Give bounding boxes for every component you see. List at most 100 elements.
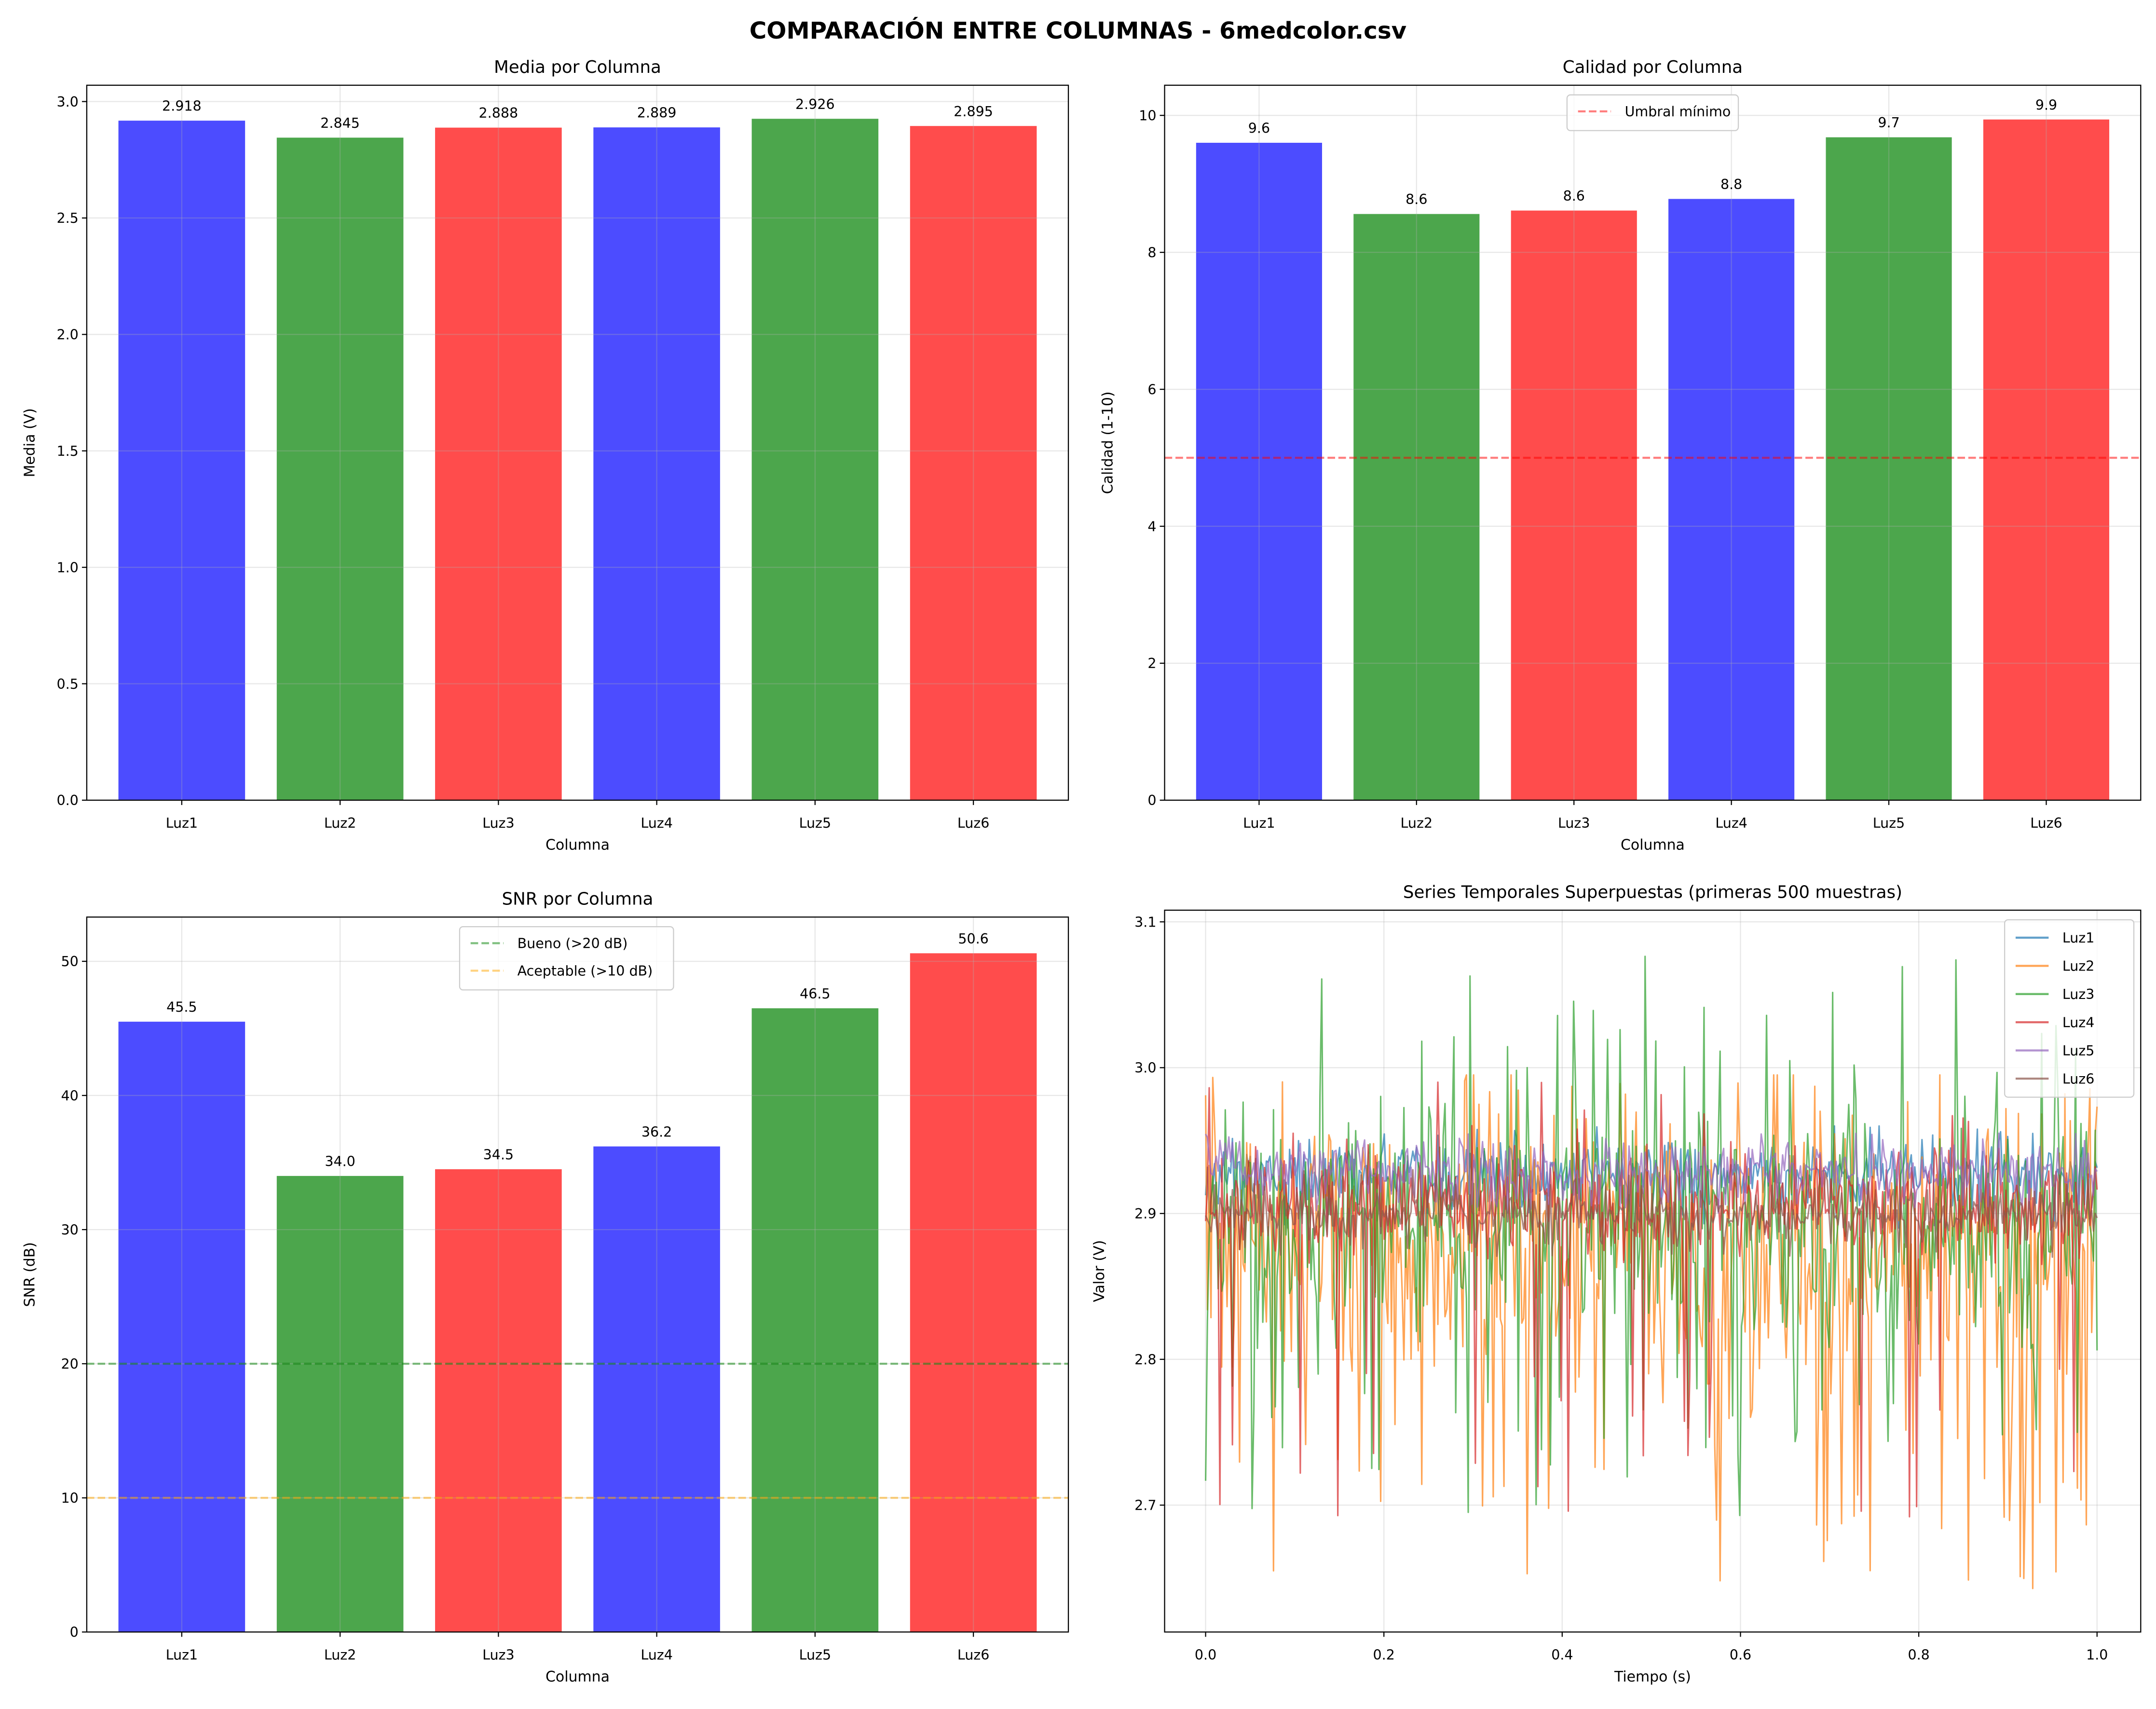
y-tick-label: 10 (61, 1490, 79, 1506)
x-tick-label: 1.0 (2086, 1647, 2108, 1663)
x-tick-label: Luz1 (166, 815, 198, 831)
bar-luz3 (1511, 210, 1637, 800)
y-tick-label: 0 (1147, 793, 1156, 808)
x-tick-label: Luz3 (1558, 815, 1590, 831)
y-axis-label: Calidad (1-10) (1099, 391, 1116, 494)
axes-frame (1164, 909, 2142, 1633)
y-tick-label: 2.7 (1134, 1498, 1156, 1514)
x-tick-label: Luz6 (957, 815, 990, 831)
x-tick-label: Luz4 (641, 815, 673, 831)
legend-entry: Bueno (>20 dB) (518, 936, 628, 952)
chart-snr: 45.5 34.0 34.5 36.2 46.5 50.6 0 10 20 30 40 50 Luz1 L… (22, 889, 1069, 1685)
data-label: 45.5 (166, 999, 197, 1015)
y-axis-label: Valor (V) (1091, 1240, 1108, 1302)
bar-luz5 (1826, 137, 1952, 800)
legend: Luz1 Luz2 Luz3 Luz4 Luz5 Luz6 (2004, 919, 2135, 1098)
bar-luz2 (276, 137, 404, 800)
bar-luz5 (751, 119, 879, 800)
legend-entry: Luz4 (2062, 1015, 2095, 1031)
x-axis-label: Columna (546, 1668, 610, 1685)
bar-luz4 (593, 1146, 720, 1632)
x-tick-label: Luz4 (641, 1647, 673, 1663)
axes-frame (86, 916, 1069, 1633)
x-tick-label: Luz6 (2030, 815, 2062, 831)
bar-luz1 (118, 1022, 246, 1632)
y-tick-label: 2.8 (1134, 1352, 1156, 1367)
y-tick-label: 3.0 (1134, 1060, 1156, 1076)
legend-frame (2004, 919, 2135, 1098)
bar-luz3 (435, 1169, 562, 1632)
bar-luz4 (1668, 199, 1795, 800)
x-tick-label: Luz5 (799, 815, 832, 831)
bar-luz1 (1196, 142, 1322, 800)
x-tick-label: Luz3 (482, 815, 515, 831)
y-tick-label: 2.0 (56, 327, 78, 343)
x-tick-label: Luz5 (799, 1647, 832, 1663)
bar-luz5 (751, 1008, 879, 1632)
y-tick-label: 10 (1139, 108, 1156, 123)
x-tick-label: 0.2 (1373, 1647, 1395, 1663)
data-label: 36.2 (641, 1124, 672, 1140)
legend-frame (1566, 94, 1739, 131)
x-tick-label: Luz2 (324, 815, 356, 831)
y-tick-label: 4 (1147, 519, 1156, 534)
legend-entry: Luz6 (2062, 1071, 2095, 1087)
y-tick-label: 50 (61, 954, 79, 970)
bar-luz2 (276, 1176, 404, 1632)
plot-area (1164, 85, 2141, 800)
x-tick-label: Luz1 (166, 1647, 198, 1663)
data-label: 2.918 (162, 98, 202, 114)
data-label: 2.895 (954, 104, 993, 120)
legend: Umbral mínimo (1566, 94, 1739, 131)
bar-luz6 (1983, 119, 2110, 800)
legend-entry: Luz3 (2062, 986, 2095, 1002)
x-axis-label: Columna (1621, 837, 1685, 854)
series-line-luz3 (1205, 956, 2098, 1517)
x-tick-label: Luz4 (1715, 815, 1747, 831)
y-tick-label: 0 (70, 1625, 79, 1641)
bar-luz6 (910, 126, 1037, 800)
x-axis-label: Columna (546, 837, 610, 854)
chart-title: Calidad por Columna (1563, 57, 1743, 77)
chart-title: Series Temporales Superpuestas (primeras… (1403, 882, 1902, 902)
y-tick-label: 40 (61, 1088, 79, 1104)
y-axis-label: Media (V) (22, 408, 39, 477)
chart-media: 2.918 2.845 2.888 2.889 2.926 2.895 0.0 0.5 1.0 1… (22, 57, 1069, 854)
axes-frame (86, 84, 1069, 801)
y-tick-label: 2.5 (56, 210, 78, 226)
data-label: 2.888 (479, 105, 519, 121)
y-tick-label: 3.0 (56, 94, 78, 110)
bar-luz2 (1353, 214, 1480, 800)
y-tick-label: 6 (1147, 382, 1156, 397)
y-axis-label: SNR (dB) (22, 1242, 39, 1307)
data-label: 2.845 (320, 115, 360, 131)
data-label: 34.0 (325, 1153, 355, 1169)
x-axis-label: Tiempo (s) (1614, 1668, 1691, 1685)
data-label: 8.8 (1720, 177, 1742, 192)
legend-entry: Luz5 (2062, 1043, 2095, 1059)
chart-title: SNR por Columna (502, 889, 654, 909)
chart-title: Media por Columna (494, 57, 661, 77)
legend-entry: Aceptable (>10 dB) (518, 963, 653, 979)
x-tick-label: Luz1 (1243, 815, 1275, 831)
legend-entry: Umbral mínimo (1625, 104, 1731, 120)
data-label: 9.6 (1248, 121, 1270, 137)
y-tick-label: 30 (61, 1222, 79, 1238)
data-label: 9.7 (1878, 115, 1899, 131)
series-line-luz6 (1205, 1169, 2098, 1258)
x-tick-label: Luz2 (324, 1647, 356, 1663)
data-label: 9.9 (2035, 97, 2057, 113)
bar-luz6 (910, 953, 1037, 1632)
y-tick-label: 1.5 (56, 443, 78, 459)
data-label: 2.926 (795, 96, 835, 112)
series-line-luz5 (1205, 1132, 2098, 1214)
data-label: 2.889 (637, 105, 677, 121)
x-tick-label: 0.4 (1551, 1647, 1573, 1663)
bar-luz4 (593, 127, 720, 800)
legend-entry: Luz2 (2062, 958, 2095, 974)
data-label: 34.5 (483, 1147, 514, 1163)
y-tick-label: 1.0 (56, 560, 78, 575)
x-tick-label: Luz2 (1401, 815, 1433, 831)
data-label: 46.5 (800, 986, 830, 1002)
chart-series: 2.7 2.8 2.9 3.0 3.1 0.0 0.2 0.4 0.6 0.8 1.0 Series … (1091, 882, 2142, 1685)
